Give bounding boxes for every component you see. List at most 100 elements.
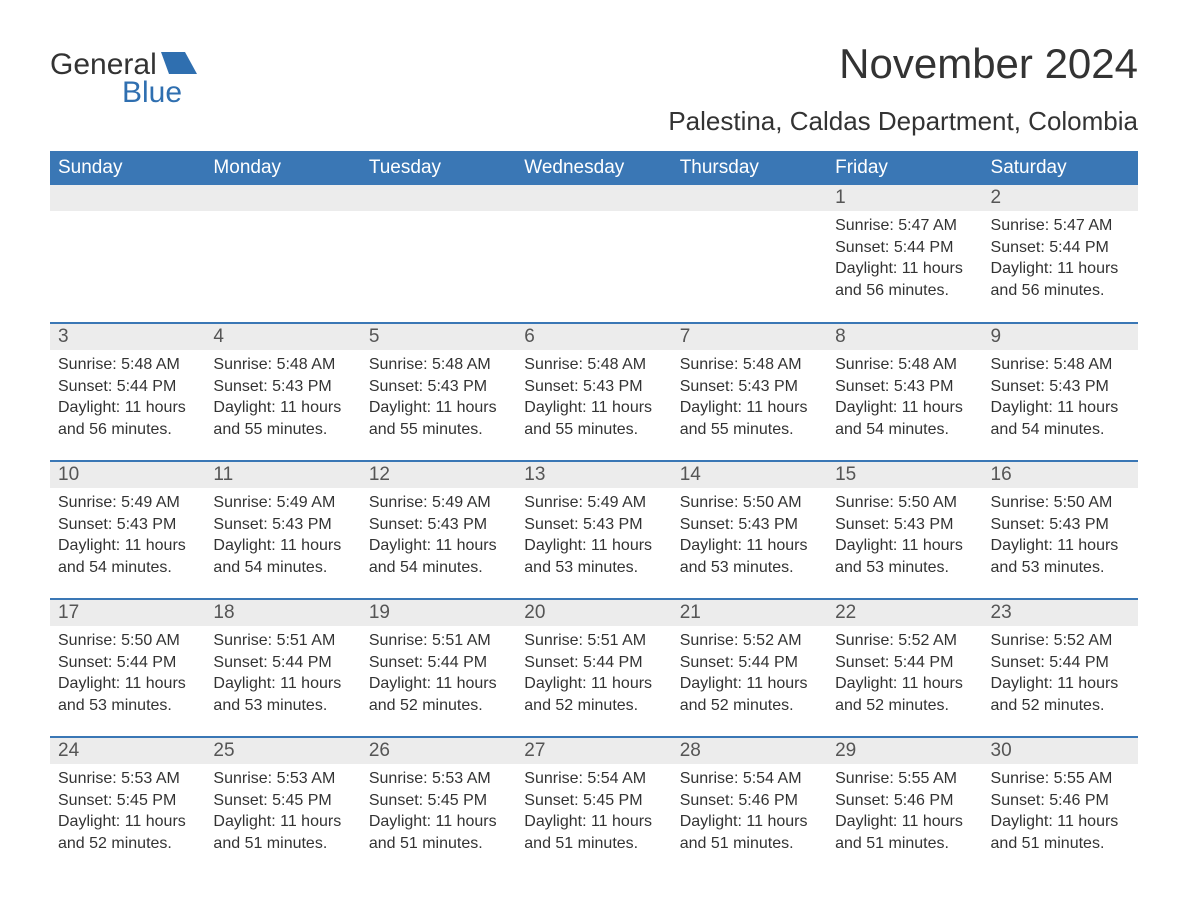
day-body: Sunrise: 5:49 AMSunset: 5:43 PMDaylight:… [516,488,671,584]
sunset-line: Sunset: 5:43 PM [991,514,1130,536]
calendar-cell: 25Sunrise: 5:53 AMSunset: 5:45 PMDayligh… [205,737,360,875]
daylight-line: Daylight: 11 hours and 55 minutes. [213,397,352,440]
calendar-cell: 27Sunrise: 5:54 AMSunset: 5:45 PMDayligh… [516,737,671,875]
sunset-line: Sunset: 5:44 PM [58,376,197,398]
day-number: 22 [827,600,982,626]
day-header-row: SundayMondayTuesdayWednesdayThursdayFrid… [50,151,1138,185]
daylight-line: Daylight: 11 hours and 53 minutes. [524,535,663,578]
day-number: 18 [205,600,360,626]
calendar-cell: 20Sunrise: 5:51 AMSunset: 5:44 PMDayligh… [516,599,671,737]
day-number: 14 [672,462,827,488]
daylight-line: Daylight: 11 hours and 51 minutes. [991,811,1130,854]
day-number: 1 [827,185,982,211]
sunrise-line: Sunrise: 5:52 AM [835,630,974,652]
sunset-line: Sunset: 5:43 PM [680,514,819,536]
sunset-line: Sunset: 5:46 PM [991,790,1130,812]
day-number: 21 [672,600,827,626]
day-number-empty [205,185,360,211]
day-number-empty [361,185,516,211]
day-body: Sunrise: 5:51 AMSunset: 5:44 PMDaylight:… [516,626,671,722]
calendar-cell [205,185,360,323]
day-body: Sunrise: 5:50 AMSunset: 5:43 PMDaylight:… [672,488,827,584]
sunset-line: Sunset: 5:45 PM [524,790,663,812]
daylight-line: Daylight: 11 hours and 54 minutes. [369,535,508,578]
title-block: November 2024 Palestina, Caldas Departme… [668,40,1138,147]
sunset-line: Sunset: 5:43 PM [524,514,663,536]
calendar-cell: 29Sunrise: 5:55 AMSunset: 5:46 PMDayligh… [827,737,982,875]
sunset-line: Sunset: 5:43 PM [835,376,974,398]
daylight-line: Daylight: 11 hours and 54 minutes. [58,535,197,578]
day-body: Sunrise: 5:53 AMSunset: 5:45 PMDaylight:… [205,764,360,860]
sunrise-line: Sunrise: 5:55 AM [835,768,974,790]
calendar-cell: 10Sunrise: 5:49 AMSunset: 5:43 PMDayligh… [50,461,205,599]
calendar-cell [50,185,205,323]
day-body: Sunrise: 5:48 AMSunset: 5:43 PMDaylight:… [827,350,982,446]
day-body: Sunrise: 5:50 AMSunset: 5:43 PMDaylight:… [827,488,982,584]
day-header: Friday [827,151,982,185]
sunrise-line: Sunrise: 5:48 AM [58,354,197,376]
sunrise-line: Sunrise: 5:51 AM [524,630,663,652]
day-number: 13 [516,462,671,488]
calendar-cell: 11Sunrise: 5:49 AMSunset: 5:43 PMDayligh… [205,461,360,599]
sunrise-line: Sunrise: 5:48 AM [991,354,1130,376]
day-number: 17 [50,600,205,626]
calendar-cell: 13Sunrise: 5:49 AMSunset: 5:43 PMDayligh… [516,461,671,599]
day-body: Sunrise: 5:54 AMSunset: 5:46 PMDaylight:… [672,764,827,860]
sunrise-line: Sunrise: 5:48 AM [680,354,819,376]
day-body: Sunrise: 5:47 AMSunset: 5:44 PMDaylight:… [827,211,982,307]
day-body: Sunrise: 5:53 AMSunset: 5:45 PMDaylight:… [50,764,205,860]
calendar-cell: 16Sunrise: 5:50 AMSunset: 5:43 PMDayligh… [983,461,1138,599]
calendar-week: 17Sunrise: 5:50 AMSunset: 5:44 PMDayligh… [50,599,1138,737]
calendar-cell: 28Sunrise: 5:54 AMSunset: 5:46 PMDayligh… [672,737,827,875]
sunrise-line: Sunrise: 5:52 AM [680,630,819,652]
sunrise-line: Sunrise: 5:49 AM [369,492,508,514]
day-header: Thursday [672,151,827,185]
daylight-line: Daylight: 11 hours and 56 minutes. [991,258,1130,301]
day-number: 27 [516,738,671,764]
day-body: Sunrise: 5:51 AMSunset: 5:44 PMDaylight:… [361,626,516,722]
sunrise-line: Sunrise: 5:50 AM [680,492,819,514]
day-number: 3 [50,324,205,350]
calendar-cell: 1Sunrise: 5:47 AMSunset: 5:44 PMDaylight… [827,185,982,323]
calendar-cell: 5Sunrise: 5:48 AMSunset: 5:43 PMDaylight… [361,323,516,461]
daylight-line: Daylight: 11 hours and 54 minutes. [991,397,1130,440]
sunset-line: Sunset: 5:44 PM [369,652,508,674]
daylight-line: Daylight: 11 hours and 53 minutes. [835,535,974,578]
day-number: 2 [983,185,1138,211]
calendar-cell: 12 Sunrise: 5:49 AMSunset: 5:43 PMDayligh… [361,461,516,599]
day-number: 5 [361,324,516,350]
day-number: 12 [361,462,516,488]
calendar-cell: 17Sunrise: 5:50 AMSunset: 5:44 PMDayligh… [50,599,205,737]
day-number: 7 [672,324,827,350]
sunset-line: Sunset: 5:46 PM [680,790,819,812]
day-body: Sunrise: 5:55 AMSunset: 5:46 PMDaylight:… [983,764,1138,860]
sunset-line: Sunset: 5:43 PM [213,376,352,398]
calendar-cell: 21Sunrise: 5:52 AMSunset: 5:44 PMDayligh… [672,599,827,737]
sunrise-line: Sunrise: 5:54 AM [524,768,663,790]
day-number: 28 [672,738,827,764]
day-header: Monday [205,151,360,185]
logo-word-blue: Blue [122,76,182,110]
calendar-cell: 30Sunrise: 5:55 AMSunset: 5:46 PMDayligh… [983,737,1138,875]
calendar-cell: 14Sunrise: 5:50 AMSunset: 5:43 PMDayligh… [672,461,827,599]
calendar-cell: 26Sunrise: 5:53 AMSunset: 5:45 PMDayligh… [361,737,516,875]
sunset-line: Sunset: 5:44 PM [991,237,1130,259]
sunrise-line: Sunrise: 5:51 AM [369,630,508,652]
day-number-empty [516,185,671,211]
sunrise-line: Sunrise: 5:47 AM [835,215,974,237]
day-body: Sunrise: 5:54 AMSunset: 5:45 PMDaylight:… [516,764,671,860]
day-header: Tuesday [361,151,516,185]
day-number: 11 [205,462,360,488]
sunset-line: Sunset: 5:43 PM [369,514,508,536]
day-number: 19 [361,600,516,626]
day-number: 25 [205,738,360,764]
location: Palestina, Caldas Department, Colombia [668,106,1138,137]
calendar-cell: 6Sunrise: 5:48 AMSunset: 5:43 PMDaylight… [516,323,671,461]
day-body: Sunrise: 5:55 AMSunset: 5:46 PMDaylight:… [827,764,982,860]
sunset-line: Sunset: 5:44 PM [680,652,819,674]
calendar-week: 3Sunrise: 5:48 AMSunset: 5:44 PMDaylight… [50,323,1138,461]
sunrise-line: Sunrise: 5:53 AM [213,768,352,790]
day-number: 15 [827,462,982,488]
sunrise-line: Sunrise: 5:48 AM [369,354,508,376]
day-header: Wednesday [516,151,671,185]
